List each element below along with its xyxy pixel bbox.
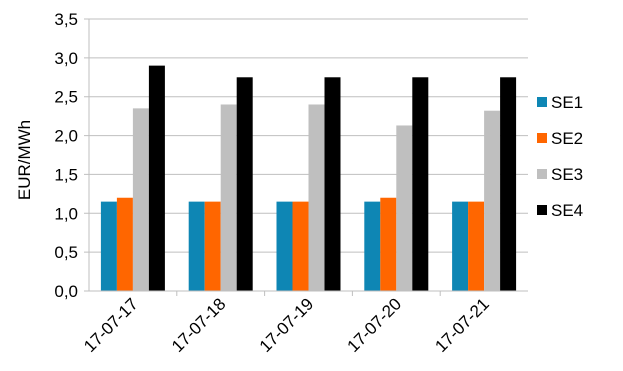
y-tick-label: 0,5 <box>54 243 78 262</box>
y-axis-title: EUR/MWh <box>15 120 34 200</box>
legend-swatch-se4 <box>537 205 547 215</box>
y-tick-label: 0,0 <box>54 282 78 301</box>
bar-se1 <box>452 201 469 291</box>
axes <box>88 19 528 296</box>
bar-se1 <box>364 201 381 291</box>
legend-label-se1: SE1 <box>551 93 583 112</box>
legend-swatch-se1 <box>537 97 547 107</box>
bar-se4 <box>236 77 253 292</box>
legend-swatch-se2 <box>537 133 547 143</box>
y-tick-label: 1,5 <box>54 165 78 184</box>
bars <box>100 65 517 292</box>
y-tick-label: 1,0 <box>54 204 78 223</box>
bar-se3 <box>308 104 325 291</box>
x-axis-ticks: 17-07-17 17-07-18 17-07-19 17-07-20 17-07-21 <box>80 294 493 356</box>
y-tick-label: 3,0 <box>54 49 78 68</box>
bar-se1 <box>276 201 293 291</box>
bar-se3 <box>220 104 237 291</box>
x-tick-label: 17-07-20 <box>344 294 406 356</box>
x-tick-label: 17-07-19 <box>256 294 318 356</box>
bar-se3 <box>132 108 149 291</box>
bar-se1 <box>188 201 205 291</box>
y-tick-label: 3,5 <box>54 10 78 29</box>
bar-se1 <box>100 201 117 291</box>
bar-se4 <box>500 77 517 292</box>
bar-se2 <box>380 197 397 291</box>
legend-label-se3: SE3 <box>551 165 583 184</box>
x-tick-label: 17-07-21 <box>431 294 493 356</box>
x-tick-label: 17-07-18 <box>168 294 230 356</box>
y-axis-ticks: 0,0 0,5 1,0 1,5 2,0 2,5 3,0 3,5 <box>54 10 78 301</box>
bar-se4 <box>412 77 429 292</box>
bar-se3 <box>396 125 413 292</box>
x-tick-label: 17-07-17 <box>80 294 142 356</box>
bar-se3 <box>484 110 501 292</box>
legend-swatch-se3 <box>537 169 547 179</box>
bar-se2 <box>116 197 133 291</box>
legend-label-se2: SE2 <box>551 129 583 148</box>
bar-se2 <box>292 201 309 291</box>
legend-label-se4: SE4 <box>551 201 583 220</box>
y-tick-label: 2,5 <box>54 88 78 107</box>
legend: SE1 SE2 SE3 SE4 <box>537 93 583 220</box>
y-tick-label: 2,0 <box>54 127 78 146</box>
bar-se4 <box>148 65 165 291</box>
bar-se2 <box>204 201 221 291</box>
bar-se2 <box>468 201 485 291</box>
bar-se4 <box>324 77 341 292</box>
